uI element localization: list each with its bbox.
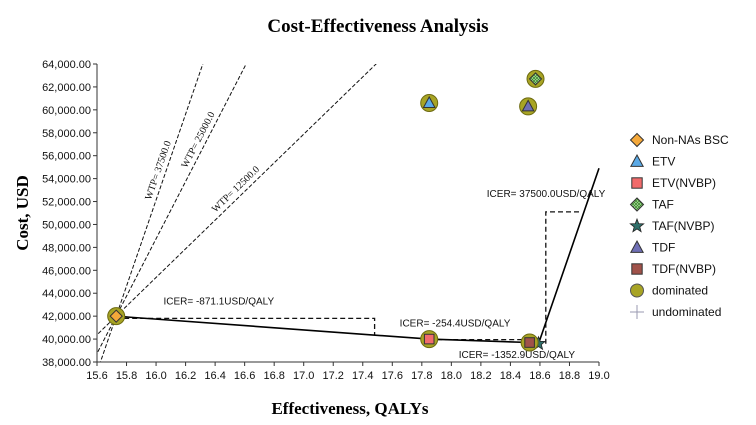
wtp-line	[99, 64, 204, 362]
legend-entry: TAF	[629, 197, 674, 212]
point-marker	[422, 95, 436, 108]
point-marker	[109, 309, 123, 323]
legend-entry: ETV(NVBP)	[631, 176, 716, 190]
x-axis-title: Effectiveness, QALYs	[271, 399, 428, 418]
point-marker	[423, 333, 435, 345]
legend-marker	[629, 239, 645, 253]
x-tick-label: 18.8	[559, 370, 580, 382]
x-tick-label: 18.4	[500, 370, 521, 382]
x-tick-label: 16.6	[234, 370, 255, 382]
legend: Non-NAs BSC ETV ETV(NVBP) TAF TAF(NVBP) TDF TD…	[629, 132, 729, 319]
y-tick-label: 44,000.00	[42, 288, 91, 300]
icer-label: ICER= 37500.0USD/QALY	[487, 189, 606, 200]
icer-step-line	[545, 211, 580, 344]
point-marker	[528, 72, 543, 86]
y-axis-title: Cost, USD	[13, 175, 32, 251]
x-tick-label: 16.4	[204, 370, 225, 382]
legend-entry: ETV	[629, 153, 675, 169]
point-etv	[420, 93, 439, 112]
legend-entry: TDF	[629, 239, 675, 255]
wtp-line	[97, 64, 377, 336]
y-tick-label: 38,000.00	[42, 357, 91, 369]
wtp-label: WTP= 12500.0	[210, 164, 262, 215]
x-tick-label: 17.2	[323, 370, 344, 382]
x-tick-label: 16.0	[145, 370, 166, 382]
y-tick-label: 46,000.00	[42, 265, 91, 277]
legend-label: TDF	[652, 241, 675, 255]
y-tick-label: 42,000.00	[42, 311, 91, 323]
x-tick-label: 17.4	[352, 370, 373, 382]
legend-entry: dominated	[630, 283, 708, 298]
icer-step-line	[116, 317, 376, 336]
x-tick-label: 18.6	[529, 370, 550, 382]
legend-entry: TAF(NVBP)	[629, 217, 714, 233]
legend-label: ETV	[652, 155, 675, 169]
point-tdf	[519, 97, 538, 116]
legend-entry: TDF(NVBP)	[631, 262, 716, 276]
x-tick-label: 15.8	[116, 370, 137, 382]
legend-entry: Non-NAs BSC	[629, 132, 729, 148]
y-tick-label: 60,000.00	[42, 105, 91, 117]
point-etv-nvbp-	[420, 330, 439, 349]
x-tick-label: 16.8	[263, 370, 284, 382]
point-marker	[521, 99, 535, 112]
x-tick-label: 18.0	[441, 370, 462, 382]
legend-label: ETV(NVBP)	[652, 176, 716, 190]
legend-marker	[630, 283, 644, 298]
legend-label: undominated	[652, 305, 721, 319]
y-tick-label: 54,000.00	[42, 174, 91, 186]
x-tick-label: 16.2	[175, 370, 196, 382]
legend-label: TAF(NVBP)	[652, 219, 714, 233]
icer-label: ICER= -871.1USD/QALY	[163, 297, 274, 308]
legend-marker	[631, 263, 643, 275]
legend-entry: undominated	[630, 305, 721, 319]
y-tick-label: 56,000.00	[42, 151, 91, 163]
wtp-line	[97, 64, 247, 355]
wtp-lines-group	[97, 64, 377, 362]
y-tick-label: 64,000.00	[42, 59, 91, 71]
x-tick-label: 17.8	[411, 370, 432, 382]
x-tick-label: 17.0	[293, 370, 314, 382]
y-tick-label: 62,000.00	[42, 82, 91, 94]
legend-marker	[631, 177, 643, 189]
chart-title: Cost-Effectiveness Analysis	[267, 16, 488, 37]
point-marker	[524, 337, 535, 348]
point-taf	[526, 69, 545, 88]
y-tick-label: 58,000.00	[42, 128, 91, 140]
legend-label: TDF(NVBP)	[652, 262, 716, 276]
y-tick-label: 52,000.00	[42, 197, 91, 209]
point-non-nas-bsc	[107, 307, 126, 326]
legend-label: dominated	[652, 284, 708, 298]
legend-marker	[629, 217, 645, 233]
legend-label: Non-NAs BSC	[652, 133, 729, 147]
point-tdf-nvbp-	[520, 333, 539, 352]
wtp-label: WTP= 25000.0	[180, 110, 218, 170]
icer-label: ICER= -1352.9USD/QALY	[459, 350, 576, 361]
y-tick-label: 40,000.00	[42, 334, 91, 346]
legend-marker	[629, 153, 645, 167]
legend-marker	[629, 197, 645, 212]
legend-marker	[629, 132, 645, 148]
icer-label: ICER= -254.4USD/QALY	[400, 318, 511, 329]
x-tick-label: 17.6	[382, 370, 403, 382]
x-tick-label: 15.6	[86, 370, 107, 382]
plot-area: 15.6 15.8 16.0 16.2 16.4 16.6 16.8 17.0 17.2 17.4…	[42, 59, 610, 382]
y-tick-label: 48,000.00	[42, 242, 91, 254]
x-tick-label: 19.0	[588, 370, 609, 382]
y-tick-label: 50,000.00	[42, 219, 91, 231]
x-tick-label: 18.2	[470, 370, 491, 382]
legend-label: TAF	[652, 198, 674, 212]
